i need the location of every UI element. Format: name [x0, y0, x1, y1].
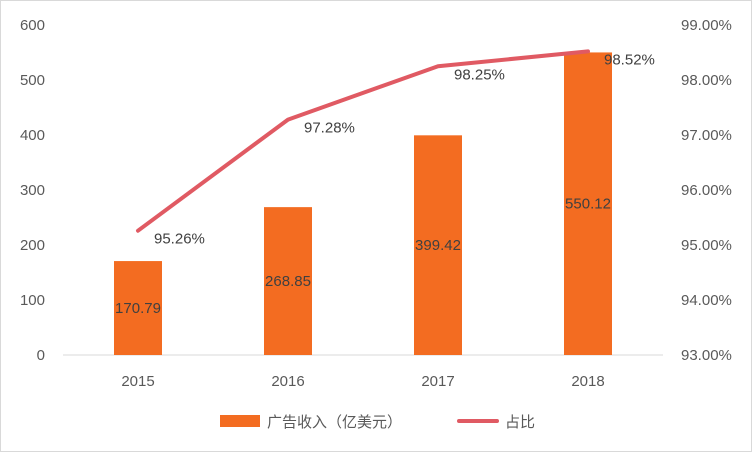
- bar-value-label: 170.79: [115, 300, 161, 317]
- y-left-tick-label: 600: [20, 17, 45, 34]
- bar-value-label: 399.42: [415, 237, 461, 254]
- bar: [114, 261, 162, 355]
- bar-value-label: 550.12: [565, 196, 611, 213]
- y-right-tick-label: 95.00%: [681, 237, 732, 254]
- legend-swatch-bar: [220, 415, 260, 427]
- y-right-tick-label: 96.00%: [681, 182, 732, 199]
- bar-series: [114, 52, 612, 356]
- bar: [564, 52, 612, 356]
- legend: 广告收入（亿美元） 占比: [220, 414, 535, 431]
- y-left-tick-label: 400: [20, 127, 45, 144]
- bar-value-label: 268.85: [265, 273, 311, 290]
- line-value-label: 97.28%: [304, 120, 355, 137]
- line-path: [136, 49, 590, 233]
- bar: [264, 207, 312, 355]
- y-left-tick-label: 300: [20, 182, 45, 199]
- x-tick-label: 2015: [121, 373, 154, 390]
- bar: [414, 135, 462, 355]
- x-tick-label: 2017: [421, 373, 454, 390]
- x-tick-label: 2018: [571, 373, 604, 390]
- x-tick-label: 2016: [271, 373, 304, 390]
- data-labels: 170.79 268.85 399.42 550.12 95.26% 97.28% 98.2…: [115, 51, 655, 317]
- legend-label: 占比: [505, 414, 535, 431]
- y-left-tick-label: 0: [37, 347, 45, 364]
- y-right-tick-label: 98.00%: [681, 72, 732, 89]
- y-left-tick-label: 100: [20, 292, 45, 309]
- line-value-label: 98.52%: [604, 51, 655, 68]
- y-right-tick-label: 93.00%: [681, 347, 732, 364]
- y-right-tick-label: 99.00%: [681, 17, 732, 34]
- y-left-tick-label: 500: [20, 72, 45, 89]
- line-value-label: 98.25%: [454, 66, 505, 83]
- line-value-label: 95.26%: [154, 231, 205, 248]
- legend-label: 广告收入（亿美元）: [267, 414, 402, 431]
- y-right-tick-label: 94.00%: [681, 292, 732, 309]
- line-series: [136, 49, 590, 233]
- y-right-tick-label: 97.00%: [681, 127, 732, 144]
- y-left-tick-label: 200: [20, 237, 45, 254]
- axes: 0 100 200 300 400 500 600 93.00% 94.00% 95.00% 96.…: [20, 17, 732, 390]
